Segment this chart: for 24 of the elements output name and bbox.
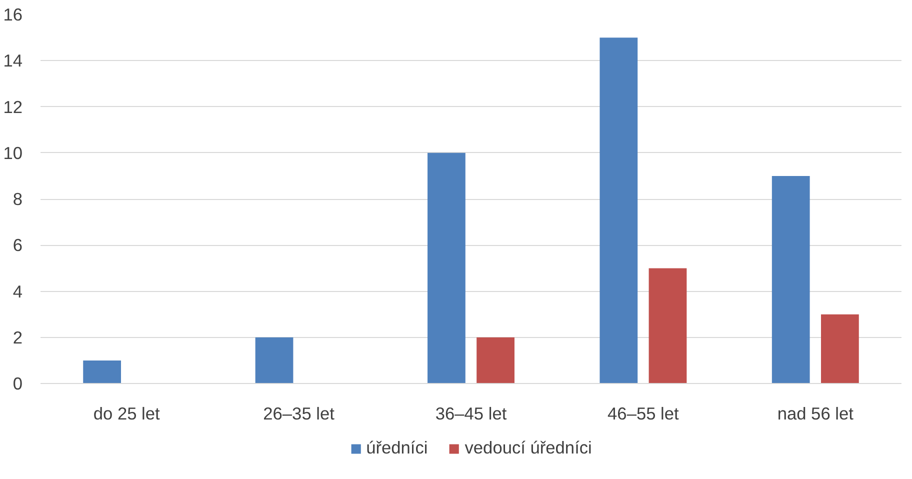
bar — [476, 337, 514, 384]
y-tick-label: 14 — [3, 50, 23, 71]
y-tick-label: 8 — [12, 189, 23, 209]
y-tick-label: 0 — [12, 374, 23, 394]
legend-label: úředníci — [366, 438, 428, 458]
y-tick-label: 16 — [3, 4, 23, 24]
bar — [648, 268, 687, 384]
legend-label: vedoucí úředníci — [464, 438, 592, 458]
bar — [772, 176, 810, 384]
x-tick-label: do 25 let — [93, 404, 160, 424]
y-tick-label: 10 — [3, 142, 23, 163]
y-tick-label: 4 — [12, 281, 23, 302]
y-tick-label: 2 — [12, 327, 23, 348]
y-tick-label: 12 — [3, 96, 23, 117]
bar — [600, 38, 638, 384]
bar — [428, 152, 466, 384]
bar — [820, 314, 859, 384]
bar — [255, 337, 294, 384]
x-tick-label: 36–45 let — [435, 404, 507, 424]
x-tick-label: 46–55 let — [608, 404, 680, 424]
x-tick-label: 26–35 let — [263, 404, 335, 424]
y-tick-label: 6 — [12, 235, 23, 256]
bar — [83, 360, 122, 384]
x-tick-label: nad 56 let — [777, 404, 854, 424]
